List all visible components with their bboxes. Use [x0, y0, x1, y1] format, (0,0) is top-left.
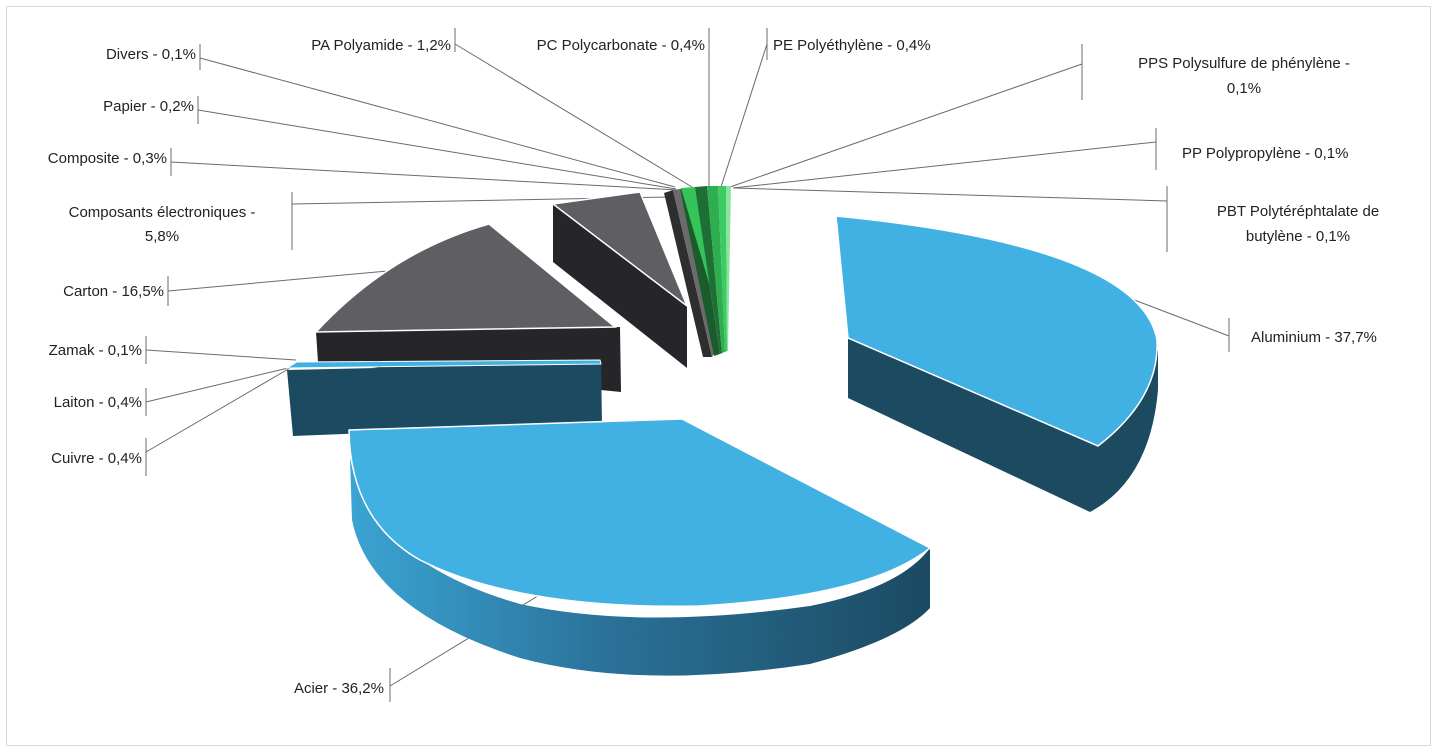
label-carton: Carton - 16,5%	[63, 283, 164, 300]
label-cuivre: Cuivre - 0,4%	[51, 450, 142, 467]
label-pbt-line1: PBT Polytéréphtalate de	[1217, 203, 1379, 220]
label-pps-line2: 0,1%	[1227, 80, 1261, 97]
data-labels: Divers - 0,1% Papier - 0,2% Composite - …	[48, 37, 1379, 697]
label-pc: PC Polycarbonate - 0,4%	[537, 37, 705, 54]
pie-slice-acier	[348, 418, 932, 676]
label-divers: Divers - 0,1%	[106, 46, 196, 63]
pie-slice-metals-small	[285, 359, 602, 436]
pie-slice-composants-electroniques	[551, 191, 689, 368]
label-composants-line2: 5,8%	[145, 228, 179, 245]
label-zamak: Zamak - 0,1%	[49, 342, 142, 359]
label-pp: PP Polypropylène - 0,1%	[1182, 145, 1349, 162]
pie-slice-small-grey	[664, 189, 715, 357]
pie-slice-aluminium	[835, 215, 1158, 512]
label-composite: Composite - 0,3%	[48, 150, 167, 167]
pie-slice-plastics	[680, 186, 731, 356]
label-pps-line1: PPS Polysulfure de phénylène -	[1138, 55, 1350, 72]
label-pbt-line2: butylène - 0,1%	[1246, 228, 1350, 245]
label-pa: PA Polyamide - 1,2%	[311, 37, 451, 54]
label-composants-line1: Composants électroniques -	[69, 204, 256, 221]
leader-lines	[145, 43, 1230, 687]
label-papier: Papier - 0,2%	[103, 98, 194, 115]
label-ticks	[145, 28, 1230, 702]
label-laiton: Laiton - 0,4%	[54, 394, 142, 411]
label-pe: PE Polyéthylène - 0,4%	[773, 37, 931, 54]
label-acier: Acier - 36,2%	[294, 680, 384, 697]
label-aluminium: Aluminium - 37,7%	[1251, 329, 1377, 346]
